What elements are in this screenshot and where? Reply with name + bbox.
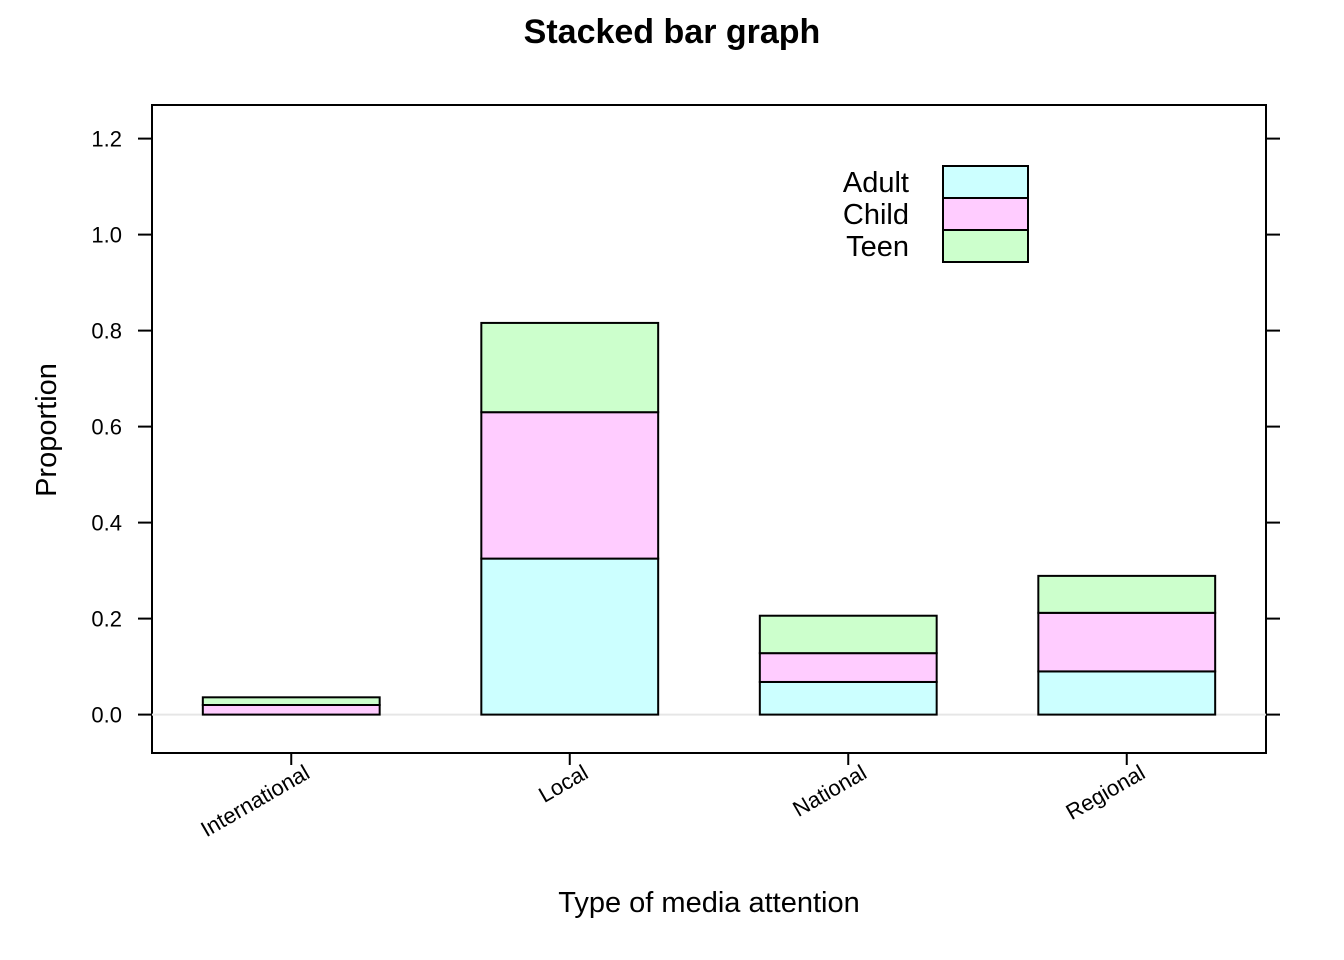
y-tick-label: 0.0: [91, 703, 122, 728]
bar-regional-adult: [1037, 670, 1217, 716]
y-tick-label: 0.2: [91, 607, 122, 632]
bars-group: [201, 321, 1217, 716]
legend-swatch-adult: [942, 165, 1029, 199]
bar-national-adult: [758, 680, 938, 716]
legend-label-adult: Adult: [843, 167, 909, 199]
bar-international-child: [201, 704, 381, 716]
legend-label-teen: Teen: [846, 231, 909, 263]
chart-title: Stacked bar graph: [524, 13, 821, 51]
legend-label-child: Child: [843, 199, 909, 231]
x-axis-label: Type of media attention: [558, 887, 859, 919]
y-tick-label: 0.4: [91, 511, 122, 536]
bar-national-child: [758, 652, 938, 683]
legend-swatch-teen: [942, 229, 1029, 263]
bar-international-teen: [201, 696, 381, 707]
bar-local-adult: [480, 557, 660, 716]
y-tick-label: 1.0: [91, 223, 122, 248]
bar-regional-child: [1037, 611, 1217, 673]
y-tick-label: 1.2: [91, 127, 122, 152]
plot-frame: [151, 104, 1267, 754]
bar-national-teen: [758, 614, 938, 655]
y-tick-label: 0.8: [91, 319, 122, 344]
x-tick-label: Local: [534, 760, 592, 808]
x-axis: International Local National Regional: [196, 753, 1149, 842]
legend-swatch-child: [942, 197, 1029, 231]
bar-local-child: [480, 411, 660, 560]
x-tick-label: National: [788, 760, 870, 822]
x-tick-label: International: [196, 760, 313, 842]
y-axis-label: Proportion: [31, 363, 63, 497]
bar-local-teen: [480, 321, 660, 414]
y-axis: 0.0 0.2 0.4 0.6 0.8 1.0 1.2: [91, 127, 1280, 728]
x-tick-label: Regional: [1062, 760, 1150, 825]
bar-regional-teen: [1037, 574, 1217, 614]
y-tick-label: 0.6: [91, 415, 122, 440]
